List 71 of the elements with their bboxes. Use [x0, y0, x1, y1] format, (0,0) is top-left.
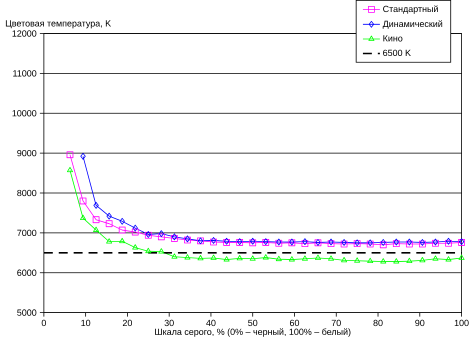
point: [262, 254, 269, 260]
point: [314, 254, 321, 260]
point: [432, 255, 438, 260]
legend-label: Кино: [383, 35, 402, 42]
point: [184, 254, 190, 260]
point: [106, 238, 112, 244]
point: [80, 197, 86, 204]
x-tick-label: 70: [332, 320, 341, 326]
legend-label: 6500 K: [383, 49, 411, 56]
point: [224, 256, 230, 262]
point: [236, 254, 243, 260]
point: [158, 230, 164, 237]
point: [302, 255, 308, 260]
point: [354, 257, 360, 262]
point: [93, 226, 100, 232]
point: [145, 248, 152, 253]
y-tick-label: 6000: [17, 269, 36, 276]
point: [171, 253, 178, 258]
x-tick-label: 100: [454, 320, 469, 326]
point: [380, 258, 386, 264]
point: [446, 256, 452, 262]
point: [276, 256, 282, 261]
point: [132, 228, 139, 236]
point: [106, 212, 112, 220]
point: [458, 254, 465, 260]
point: [158, 233, 165, 240]
point: [393, 258, 400, 264]
point: [210, 254, 217, 260]
point: [158, 248, 164, 254]
point: [419, 256, 426, 262]
legend-label: Стандартный: [383, 5, 438, 14]
legend-label: Динамический: [382, 20, 442, 28]
point: [198, 254, 204, 260]
y-tick-label: 7000: [17, 229, 36, 236]
y-tick-label: 12000: [12, 30, 36, 36]
point: [80, 152, 86, 160]
point: [93, 202, 99, 208]
y-tick-label: 9000: [17, 150, 36, 156]
point: [380, 241, 387, 248]
x-tick-label: 80: [373, 320, 383, 326]
point: [367, 258, 374, 263]
point: [66, 151, 74, 158]
y-tick-label: 10000: [12, 110, 36, 116]
point: [288, 256, 295, 262]
point: [118, 226, 126, 234]
y-tick-label: 11000: [13, 70, 36, 76]
x-tick-label: 50: [248, 320, 258, 326]
point: [250, 255, 256, 260]
point: [328, 255, 334, 260]
x-tick-label: 30: [164, 320, 174, 326]
x-tick-label: 0: [42, 320, 46, 326]
point: [80, 214, 86, 220]
point: [380, 238, 386, 246]
y-axis-title: Цветовая температура, K: [6, 20, 112, 28]
x-tick-label: 20: [122, 320, 132, 326]
x-tick-label: 60: [290, 320, 300, 326]
point: [106, 220, 113, 227]
x-axis-title: Шкала серого, % (0% – черный, 100% – белый): [155, 328, 350, 337]
x-tick-label: 10: [81, 320, 90, 326]
point: [132, 224, 138, 232]
y-tick-label: 8000: [17, 190, 36, 196]
point: [341, 256, 348, 262]
point: [92, 216, 100, 223]
point: [119, 238, 126, 243]
point: [406, 258, 412, 263]
point: [66, 166, 73, 172]
point: [120, 218, 125, 224]
point: [132, 244, 138, 250]
x-tick-label: 90: [415, 320, 424, 326]
y-tick-label: 5000: [17, 309, 36, 316]
x-tick-label: 40: [206, 320, 216, 326]
